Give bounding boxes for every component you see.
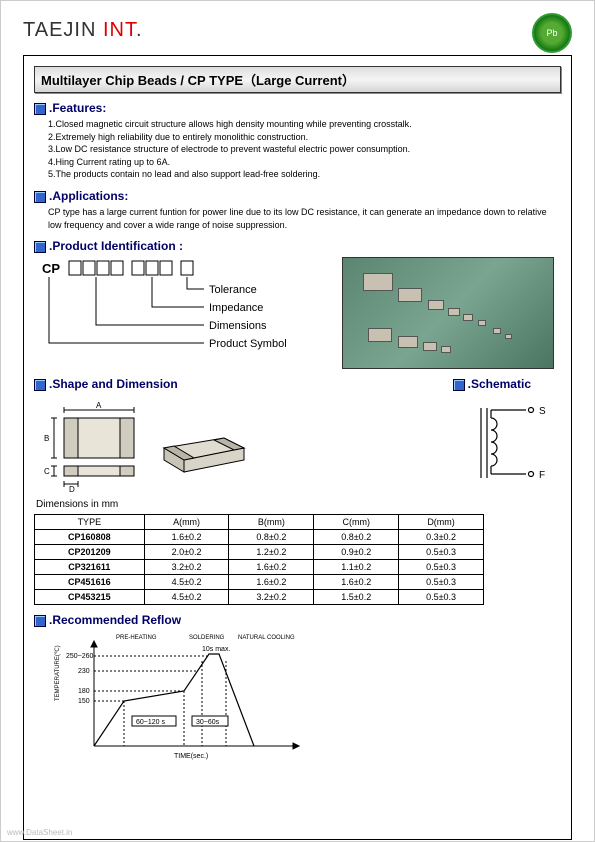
dimensions-table: TYPE A(mm) B(mm) C(mm) D(mm) CP1608081.6… — [34, 514, 484, 605]
title-bar: Multilayer Chip Beads / CP TYPE（Large Cu… — [34, 66, 561, 93]
bullet-icon — [453, 379, 465, 391]
dim-b: B — [44, 434, 49, 443]
prodid-label: Dimensions — [209, 320, 267, 332]
schematic-head-text: .Schematic — [468, 377, 531, 391]
dim-a: A — [96, 401, 102, 410]
col-type: TYPE — [35, 515, 145, 530]
table-row: CP2012092.0±0.21.2±0.20.9±0.20.5±0.3 — [35, 545, 484, 560]
phase-solder: SOLDERING — [189, 635, 225, 641]
schematic-svg: S F — [451, 398, 561, 493]
shape-heading: .Shape and Dimension — [34, 377, 178, 391]
reflow-heading: .Recommended Reflow — [34, 613, 561, 627]
reflow-head-text: .Recommended Reflow — [49, 613, 181, 627]
applications-heading: .Applications: — [34, 189, 561, 203]
shape-diagram: A B C D — [34, 398, 254, 493]
dim-c: C — [44, 467, 50, 476]
schematic-diagram: S F — [451, 398, 561, 493]
bullet-icon — [34, 379, 46, 391]
features-heading: .Features: — [34, 101, 561, 115]
prodid-label: Impedance — [209, 302, 263, 314]
feature-item: 2.Extremely high reliability due to enti… — [48, 131, 561, 144]
col-a: A(mm) — [144, 515, 229, 530]
shape-head-text: .Shape and Dimension — [49, 377, 178, 391]
company-part1: TAEJIN — [23, 19, 103, 41]
feature-item: 4.Hing Current rating up to 6A. — [48, 156, 561, 169]
time-60-120: 60~120 s — [136, 719, 165, 726]
col-c: C(mm) — [314, 515, 399, 530]
applications-text: CP type has a large current funtion for … — [48, 206, 561, 231]
temp-180: 180 — [78, 688, 90, 695]
temp-230: 230 — [78, 668, 90, 675]
company-dot: . — [136, 19, 143, 41]
shape-row: A B C D — [34, 398, 561, 493]
phase-cool: NATURAL COOLING — [238, 635, 295, 641]
prodid-diagram: CP — [34, 257, 334, 367]
temp-150: 150 — [78, 698, 90, 705]
rohs-badge: Pb — [532, 13, 572, 53]
schematic-f: F — [539, 470, 545, 481]
company-name: TAEJIN INT. — [23, 19, 143, 41]
product-photo — [342, 257, 554, 369]
dim-d: D — [69, 485, 75, 493]
prodid-row: CP — [34, 257, 561, 369]
feature-item: 5.The products contain no lead and also … — [48, 168, 561, 181]
watermark: www.DataSheet.in — [7, 828, 72, 837]
reflow-chart: PRE-HEATING SOLDERING NATURAL COOLING 10… — [54, 631, 314, 761]
apps-head-text: .Applications: — [49, 189, 128, 203]
bullet-icon — [34, 191, 46, 203]
table-row: CP3216113.2±0.21.6±0.21.1±0.20.5±0.3 — [35, 560, 484, 575]
col-b: B(mm) — [229, 515, 314, 530]
header: TAEJIN INT. Pb — [23, 19, 572, 49]
prodid-prefix: CP — [42, 261, 60, 276]
table-row: CP4516164.5±0.21.6±0.21.6±0.20.5±0.3 — [35, 575, 484, 590]
prodid-label: Product Symbol — [209, 338, 287, 350]
prodid-svg: CP — [34, 257, 334, 367]
content-frame: Multilayer Chip Beads / CP TYPE（Large Cu… — [23, 55, 572, 840]
company-part2: INT — [103, 19, 136, 41]
features-list: 1.Closed magnetic circuit structure allo… — [48, 118, 561, 181]
3d-chip — [164, 438, 244, 472]
page: TAEJIN INT. Pb Multilayer Chip Beads / C… — [0, 0, 595, 842]
col-d: D(mm) — [399, 515, 484, 530]
bullet-icon — [34, 241, 46, 253]
time-30-60: 30~60s — [196, 719, 220, 726]
bullet-icon — [34, 103, 46, 115]
table-row: CP1608081.6±0.20.8±0.20.8±0.20.3±0.2 — [35, 530, 484, 545]
prodid-lines — [49, 277, 204, 343]
title-text: Multilayer Chip Beads / CP TYPE（Large Cu… — [41, 73, 355, 88]
phase-preheat: PRE-HEATING — [116, 635, 157, 641]
features-head-text: .Features: — [49, 101, 106, 115]
bullet-icon — [34, 615, 46, 627]
schematic-heading: .Schematic — [453, 377, 531, 391]
temp-260: 250~260 — [66, 653, 94, 660]
shape-svg: A B C D — [34, 398, 254, 493]
reflow-ylabel: TEMPERATURE(℃) — [55, 646, 61, 702]
prodid-boxes — [69, 261, 193, 275]
shape-schematic-heads: .Shape and Dimension .Schematic — [34, 369, 561, 394]
reflow-peak: 10s max. — [202, 646, 230, 653]
badge-text: Pb — [546, 28, 557, 38]
reflow-svg: PRE-HEATING SOLDERING NATURAL COOLING 10… — [54, 631, 314, 761]
reflow-xlabel: TIME(sec.) — [174, 753, 208, 760]
schematic-s: S — [539, 406, 546, 417]
feature-item: 1.Closed magnetic circuit structure allo… — [48, 118, 561, 131]
dim-caption: Dimensions in mm — [36, 499, 561, 510]
table-header-row: TYPE A(mm) B(mm) C(mm) D(mm) — [35, 515, 484, 530]
feature-item: 3.Low DC resistance structure of electro… — [48, 143, 561, 156]
table-row: CP4532154.5±0.23.2±0.21.5±0.20.5±0.3 — [35, 590, 484, 605]
prodid-label: Tolerance — [209, 284, 257, 296]
prodid-heading: .Product Identification : — [34, 239, 561, 253]
prodid-head-text: .Product Identification : — [49, 239, 183, 253]
